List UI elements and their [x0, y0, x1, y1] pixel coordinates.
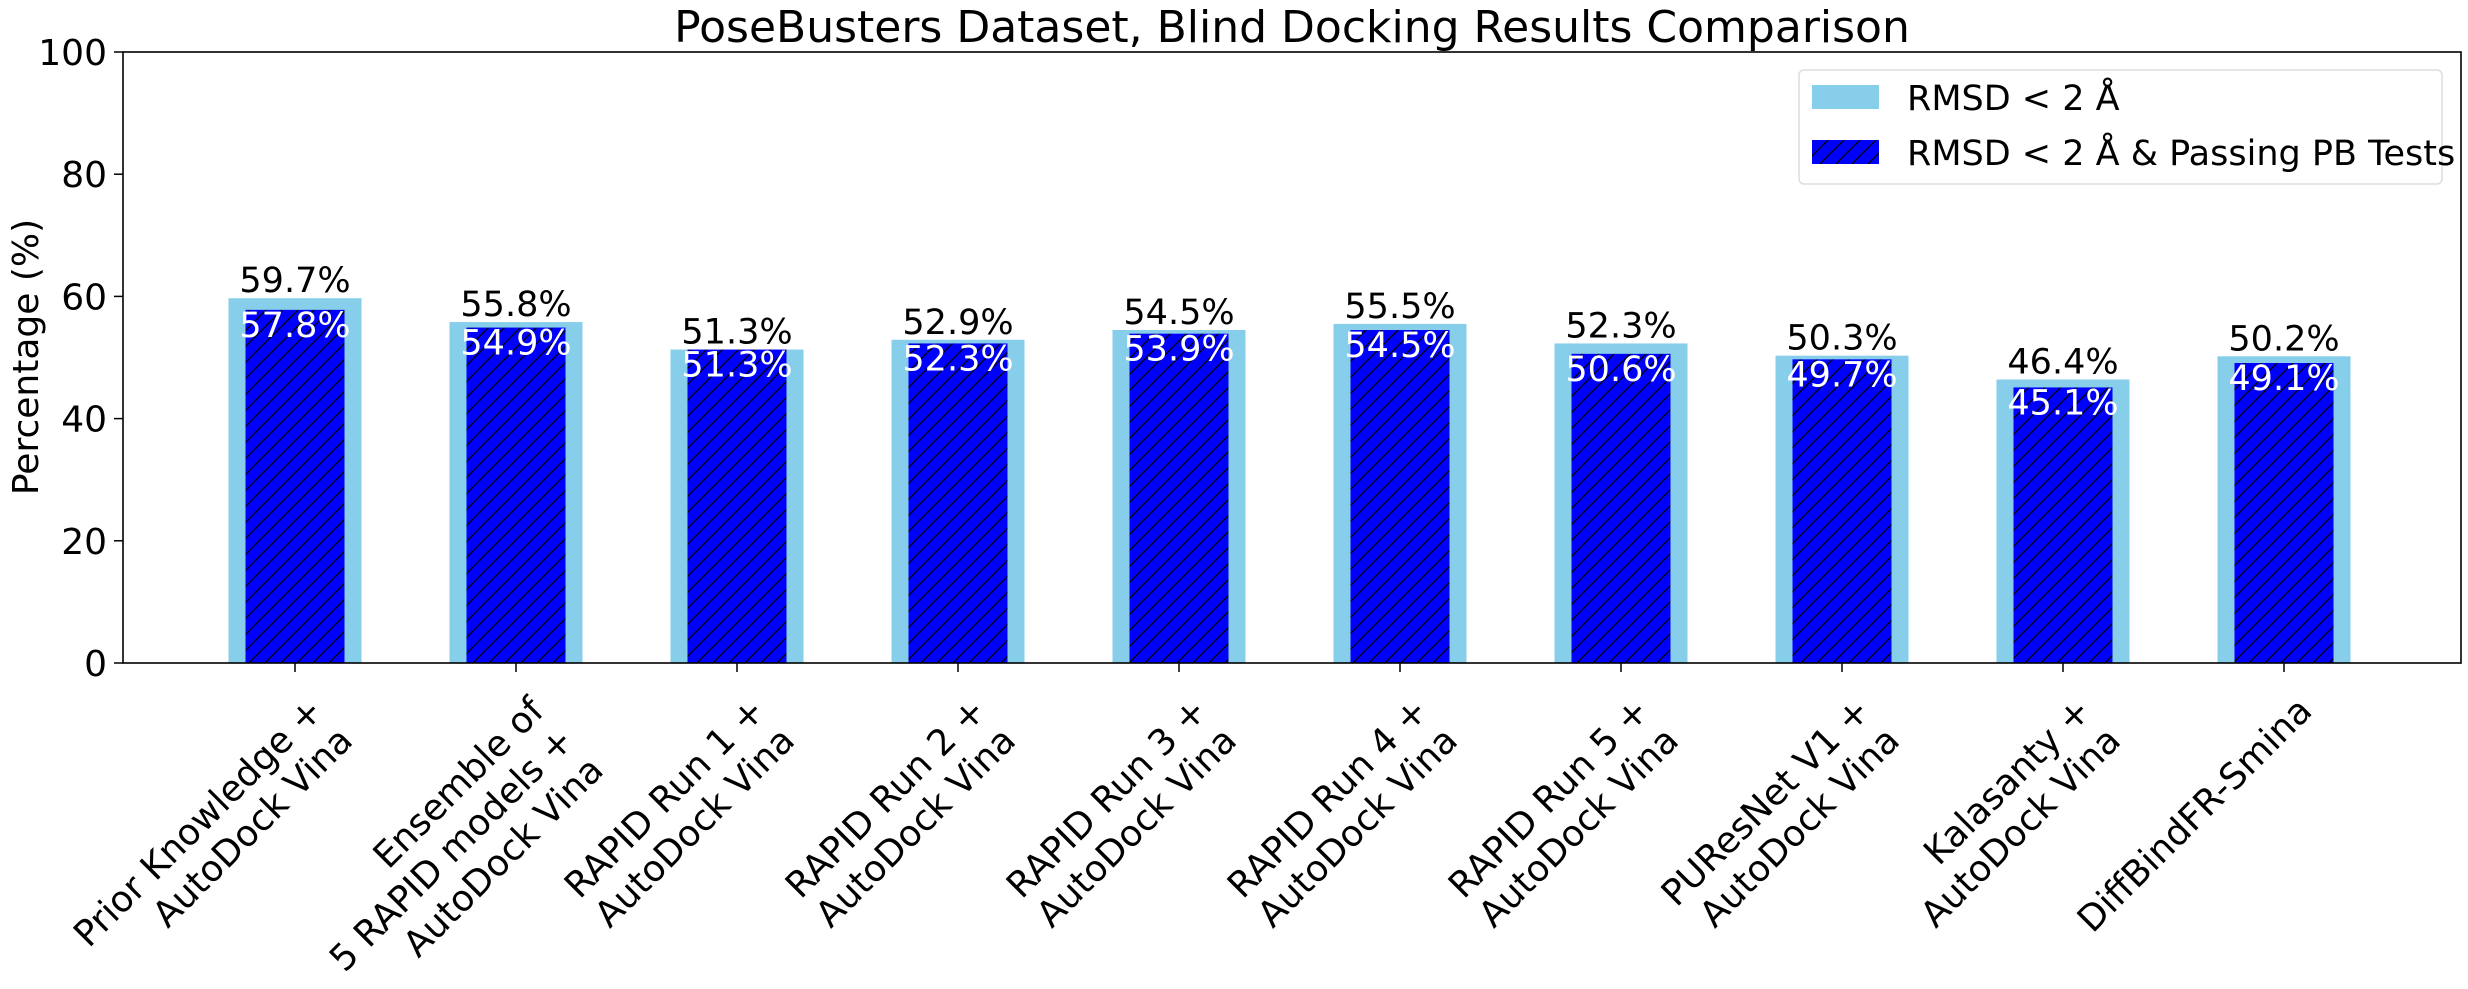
data-label-rmsd: 51.3%	[681, 313, 792, 353]
data-label-rmsd: 59.7%	[239, 261, 350, 301]
legend-swatch-rmsd-pb	[1812, 140, 1879, 164]
bars-group: 59.7%57.8%55.8%54.9% 51.3%51.3%52.9%52.3%…	[228, 261, 2351, 663]
x-tick-label: Prior Knowledge +AutoDock Vina	[66, 690, 361, 985]
bar-rmsd-pb	[1792, 359, 1892, 663]
y-axis-label: Percentage (%)	[6, 219, 47, 495]
bar-rmsd-pb	[1571, 353, 1671, 663]
data-label-rmsd-pb: 49.1%	[2228, 359, 2339, 399]
plot-frame	[122, 51, 2462, 664]
y-ticks: 0 20 40 60 80 100	[38, 33, 123, 685]
legend-label-rmsd-pb: RMSD < 2 Å & Passing PB Tests	[1907, 131, 2455, 174]
y-tick-label: 0	[84, 644, 107, 685]
x-tick-label: RAPID Run 1 +AutoDock Vina	[557, 690, 803, 936]
bar-rmsd-pb	[1350, 330, 1450, 663]
bar-rmsd-pb	[908, 343, 1008, 663]
x-tick-label: RAPID Run 2 +AutoDock Vina	[778, 690, 1024, 936]
data-label-rmsd: 46.4%	[2007, 342, 2118, 382]
x-tick-label: RAPID Run 5 +AutoDock Vina	[1441, 690, 1687, 936]
legend-swatch-rmsd	[1812, 85, 1879, 109]
data-label-rmsd: 55.8%	[460, 285, 571, 325]
y-tick-label: 20	[61, 522, 107, 563]
x-tick-label: RAPID Run 4 +AutoDock Vina	[1220, 690, 1466, 936]
bar-rmsd-pb	[2013, 387, 2113, 663]
y-tick-label: 60	[61, 277, 107, 318]
data-label-rmsd-pb: 50.6%	[1565, 350, 1676, 390]
x-tick-label-line: 5 RAPID models +	[322, 720, 582, 980]
bar-rmsd-pb	[245, 309, 345, 663]
legend-label-rmsd: RMSD < 2 Å	[1907, 76, 2120, 119]
y-tick-label: 100	[38, 33, 107, 74]
bar-rmsd-pb	[2234, 362, 2334, 663]
data-label-rmsd-pb: 45.1%	[2007, 383, 2118, 423]
bar-rmsd-pb	[687, 349, 787, 663]
y-tick-label: 80	[61, 155, 107, 196]
x-tick-label-line: Prior Knowledge +	[66, 690, 331, 955]
data-label-rmsd-pb: 54.5%	[1344, 326, 1455, 366]
data-label-rmsd-pb: 57.8%	[239, 306, 350, 346]
chart-title: PoseBusters Dataset, Blind Docking Resul…	[674, 2, 1910, 53]
data-label-rmsd-pb: 49.7%	[1786, 355, 1897, 395]
data-label-rmsd-pb: 52.3%	[902, 339, 1013, 379]
x-tick-label: RAPID Run 3 +AutoDock Vina	[999, 690, 1245, 936]
y-tick-label: 40	[61, 400, 107, 441]
x-tick-label: PUResNet V1 +AutoDock Vina	[1654, 690, 1908, 944]
data-label-rmsd: 52.3%	[1565, 306, 1676, 346]
data-label-rmsd-pb: 51.3%	[681, 346, 792, 386]
bar-rmsd-pb	[466, 327, 566, 663]
data-label-rmsd: 52.9%	[902, 303, 1013, 343]
data-label-rmsd-pb: 54.9%	[460, 324, 571, 364]
data-label-rmsd: 50.2%	[2228, 319, 2339, 359]
legend: RMSD < 2 Å RMSD < 2 Å & Passing PB Tests	[1798, 69, 2455, 185]
data-label-rmsd: 54.5%	[1123, 293, 1234, 333]
x-ticks: Prior Knowledge +AutoDock Vina Ensemble o…	[66, 663, 2320, 985]
data-label-rmsd-pb: 53.9%	[1123, 330, 1234, 370]
legend-frame	[1798, 69, 2443, 185]
bar-rmsd-pb	[1129, 333, 1229, 663]
data-label-rmsd: 50.3%	[1786, 319, 1897, 359]
data-label-rmsd: 55.5%	[1344, 287, 1455, 327]
